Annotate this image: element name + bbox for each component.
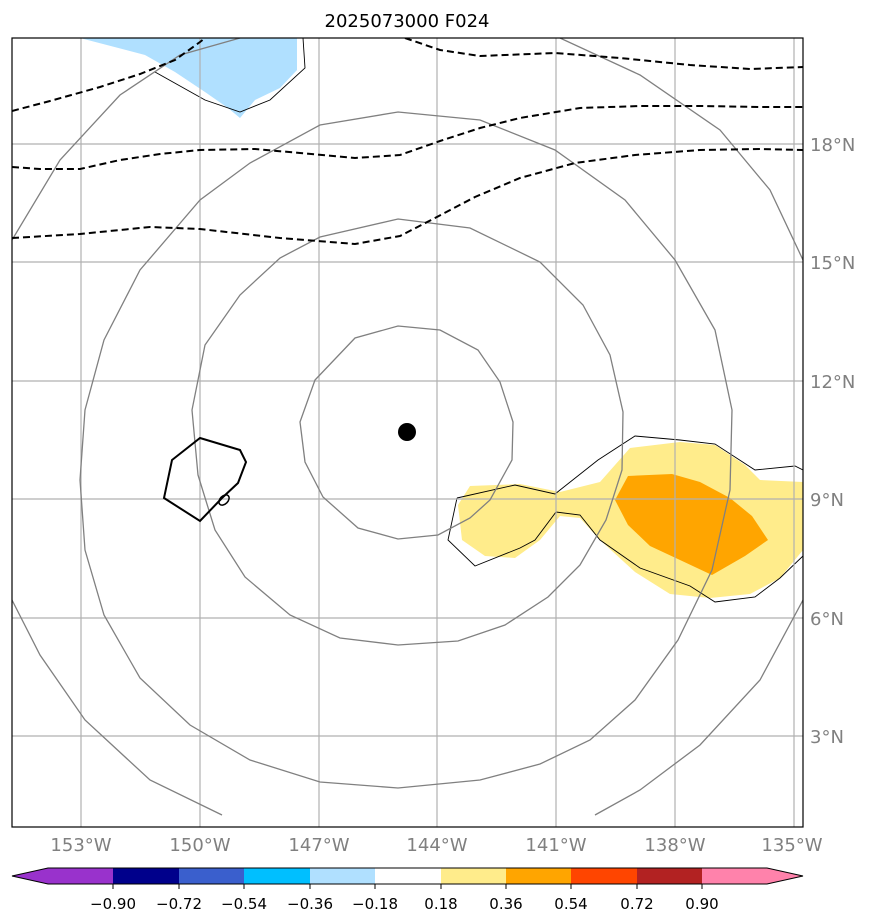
dashed-contour-4	[404, 38, 803, 71]
lat-label-6n: 6°N	[810, 609, 844, 630]
colorbar-segment-1	[113, 868, 179, 884]
dashed-contour-2	[12, 105, 803, 170]
colorbar-segment-5	[375, 868, 441, 884]
colorbar-segment-8	[571, 868, 637, 884]
dashed-contour-1	[12, 147, 803, 246]
isolated-contour	[162, 436, 248, 523]
colorbar-label-4: −0.36	[287, 895, 333, 913]
colorbar-segment-7	[506, 868, 571, 884]
colorbar: −0.90 −0.72 −0.54 −0.36 −0.18 0.18 0.36 …	[11, 867, 804, 913]
zero-contour-east	[447, 435, 803, 603]
colorbar-label-3: −0.54	[221, 895, 267, 913]
colorbar-label-2: −0.72	[156, 895, 202, 913]
lon-label-135w: 135°W	[761, 835, 822, 856]
dashed-contours	[12, 38, 803, 246]
lon-label-147w: 147°W	[288, 835, 349, 856]
storm-center-marker	[398, 423, 416, 441]
distance-circle-2	[191, 218, 624, 646]
distance-circle-4	[12, 38, 803, 816]
colorbar-segment-2	[179, 868, 244, 884]
gridlines	[12, 38, 803, 827]
colorbar-outline	[11, 867, 804, 885]
longitude-labels: 153°W 150°W 147°W 144°W 141°W 138°W 135°…	[50, 835, 822, 856]
lon-label-138w: 138°W	[644, 835, 705, 856]
negative-anomaly-patch	[80, 38, 297, 118]
lat-label-18n: 18°N	[810, 135, 855, 156]
closed-contour-west	[162, 436, 248, 523]
lat-label-12n: 12°N	[810, 372, 855, 393]
colorbar-label-9: 0.72	[620, 895, 653, 913]
lon-label-150w: 150°W	[169, 835, 230, 856]
colorbar-segment-6	[441, 868, 506, 884]
map-frame	[11, 37, 804, 828]
colorbar-extend-high	[702, 868, 803, 884]
colorbar-segment-3	[244, 868, 310, 884]
lat-label-3n: 3°N	[810, 727, 844, 748]
distance-circles	[12, 38, 803, 816]
map-area	[12, 38, 803, 827]
latitude-labels: 3°N 6°N 9°N 12°N 15°N 18°N	[810, 135, 855, 748]
colorbar-extend-low	[12, 868, 113, 884]
small-closed-contour	[218, 494, 230, 506]
plot-title: 2025073000 F024	[325, 11, 490, 32]
zero-contours	[154, 38, 803, 603]
lon-label-153w: 153°W	[50, 835, 111, 856]
lon-label-141w: 141°W	[525, 835, 586, 856]
lat-label-9n: 9°N	[810, 490, 844, 511]
colorbar-label-7: 0.36	[489, 895, 522, 913]
colorbar-label-8: 0.54	[554, 895, 587, 913]
colorbar-label-6: 0.18	[424, 895, 457, 913]
distance-circle-1	[299, 325, 514, 540]
lat-label-15n: 15°N	[810, 253, 855, 274]
distance-circle-3	[79, 111, 733, 789]
colorbar-label-1: −0.90	[90, 895, 136, 913]
colorbar-segment-4	[310, 868, 375, 884]
colorbar-label-5: −0.18	[352, 895, 398, 913]
lon-label-144w: 144°W	[406, 835, 467, 856]
zero-contour-north	[154, 38, 306, 113]
colorbar-label-10: 0.90	[685, 895, 718, 913]
dashed-contour-3	[12, 38, 206, 112]
colorbar-segment-9	[637, 868, 702, 884]
